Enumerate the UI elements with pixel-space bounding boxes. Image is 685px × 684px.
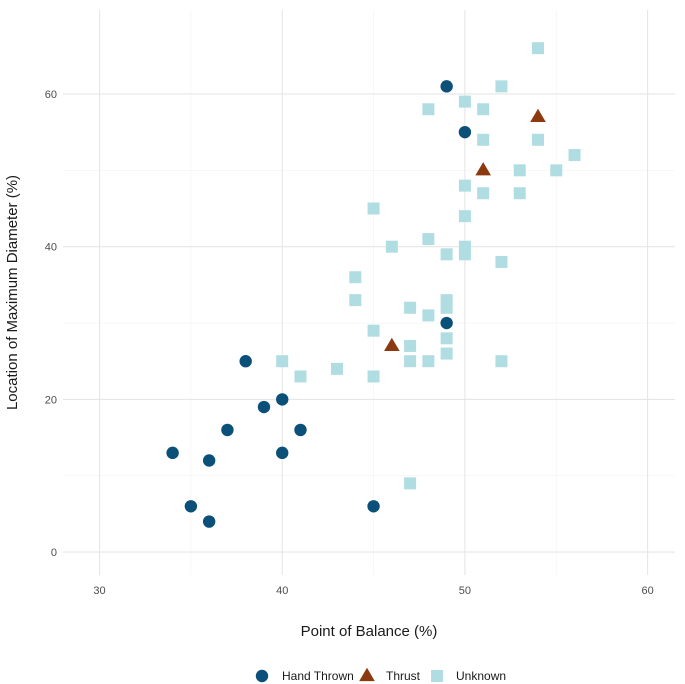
point-unknown <box>404 301 417 314</box>
legend-key-unknown <box>431 670 443 682</box>
point-unknown <box>495 255 508 268</box>
point-unknown <box>477 103 490 116</box>
y-axis-ticks: 0 20 40 60 <box>45 89 57 559</box>
point-hand-thrown <box>440 80 453 93</box>
point-unknown <box>422 103 435 116</box>
point-hand-thrown <box>202 454 216 467</box>
point-unknown <box>349 271 362 284</box>
point-unknown <box>568 149 581 162</box>
point-unknown <box>276 355 289 368</box>
point-unknown <box>385 240 398 253</box>
point-hand-thrown <box>440 316 453 330</box>
legend-label-thrust: Thrust <box>386 669 421 683</box>
point-hand-thrown <box>166 446 179 460</box>
point-unknown <box>477 133 490 146</box>
x-axis-title: Point of Balance (%) <box>301 623 438 640</box>
point-unknown <box>404 477 417 490</box>
point-hand-thrown <box>257 400 271 414</box>
point-unknown <box>495 80 508 93</box>
y-tick-label: 40 <box>45 242 57 254</box>
point-unknown <box>349 294 362 307</box>
point-unknown <box>477 187 490 200</box>
point-hand-thrown <box>294 423 307 437</box>
point-unknown <box>513 187 526 200</box>
point-hand-thrown <box>202 515 216 528</box>
x-tick-label: 50 <box>459 585 471 597</box>
point-unknown <box>422 309 435 322</box>
point-unknown <box>458 248 471 261</box>
legend-label-unknown: Unknown <box>456 669 506 683</box>
point-unknown <box>531 42 544 55</box>
point-hand-thrown <box>239 355 252 368</box>
point-unknown <box>458 95 471 108</box>
data-points <box>166 42 581 528</box>
legend-key-thrust <box>359 667 375 682</box>
point-unknown <box>422 355 435 368</box>
point-unknown <box>367 202 380 215</box>
point-unknown <box>531 133 544 146</box>
point-unknown <box>331 362 344 375</box>
point-unknown <box>367 370 380 383</box>
point-unknown <box>458 210 471 223</box>
point-hand-thrown <box>184 500 198 513</box>
point-hand-thrown <box>221 423 234 437</box>
legend: Hand Thrown Thrust Unknown <box>255 667 506 683</box>
legend-key-hand-thrown <box>255 669 269 683</box>
x-tick-label: 40 <box>276 585 288 597</box>
grid <box>63 10 675 575</box>
point-unknown <box>513 164 526 177</box>
point-unknown <box>294 370 307 383</box>
y-tick-label: 20 <box>45 394 57 406</box>
y-tick-label: 60 <box>45 89 57 101</box>
point-thrust <box>475 162 491 176</box>
point-unknown <box>550 164 563 177</box>
point-unknown <box>367 324 380 337</box>
point-unknown <box>440 301 453 314</box>
point-unknown <box>404 355 417 368</box>
point-hand-thrown <box>276 446 289 460</box>
point-unknown <box>458 179 471 192</box>
y-tick-label: 0 <box>51 547 57 559</box>
point-hand-thrown <box>458 125 472 139</box>
point-unknown <box>440 248 453 261</box>
point-thrust <box>384 337 400 352</box>
point-unknown <box>422 233 435 246</box>
point-unknown <box>404 339 417 352</box>
point-unknown <box>440 332 453 345</box>
point-thrust <box>530 108 546 122</box>
legend-label-hand-thrown: Hand Thrown <box>282 669 354 683</box>
x-axis-ticks: 30 40 50 60 <box>93 585 653 597</box>
point-hand-thrown <box>367 500 380 513</box>
x-tick-label: 60 <box>641 585 653 597</box>
y-axis-title: Location of Maximum Diameter (%) <box>4 175 21 410</box>
point-hand-thrown <box>276 393 289 406</box>
point-unknown <box>440 347 453 360</box>
x-tick-label: 30 <box>93 585 105 597</box>
point-unknown <box>495 355 508 368</box>
